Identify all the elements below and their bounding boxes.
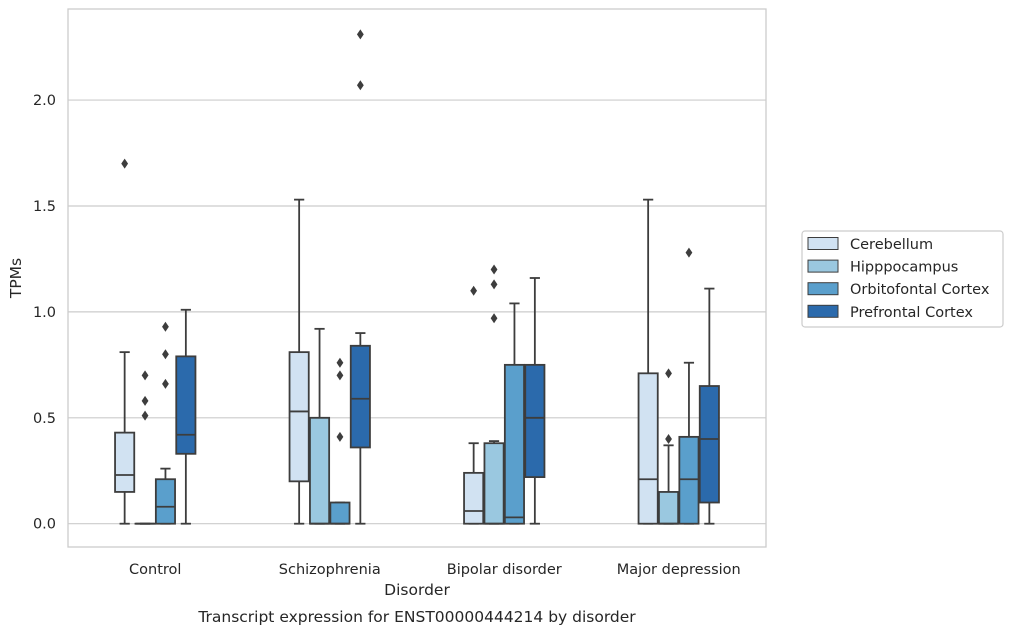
iqr-box	[329, 501, 351, 525]
iqr-box	[698, 385, 720, 504]
box-prefrontal-cortex	[524, 277, 546, 525]
outlier-point	[490, 313, 498, 324]
y-tick-label: 1.0	[33, 305, 56, 321]
box-hipppocampus	[658, 368, 680, 525]
legend-label: Prefrontal Cortex	[850, 305, 973, 321]
box-hipppocampus	[309, 327, 331, 525]
y-tick-label: 2.0	[33, 93, 56, 109]
iqr-box	[175, 355, 197, 455]
gridlines	[68, 99, 766, 525]
iqr-box	[463, 471, 485, 525]
box-cerebellum	[463, 285, 485, 525]
iqr-box	[637, 372, 659, 525]
legend-label: Cerebellum	[850, 237, 933, 253]
box-orbitofontal-cortex	[678, 247, 700, 525]
y-tick-labels: 0.0 0.5 1.0 1.5 2.0	[33, 93, 56, 533]
outlier-point	[336, 370, 344, 381]
legend-swatch	[807, 259, 839, 273]
legend-swatch	[807, 237, 839, 250]
outlier-point	[665, 368, 672, 379]
legend-frame	[801, 230, 1004, 328]
iqr-box	[114, 431, 136, 493]
outlier-point	[685, 247, 693, 258]
iqr-box	[503, 363, 525, 525]
box-prefrontal-cortex	[175, 308, 197, 525]
iqr-box	[524, 363, 546, 479]
outlier-point	[356, 29, 364, 40]
iqr-box	[309, 416, 331, 525]
y-tick-label: 0.0	[33, 517, 56, 533]
box-hipppocampus	[483, 264, 505, 525]
box-orbitofontal-cortex	[503, 302, 525, 525]
iqr-box	[349, 344, 371, 449]
box-groups	[114, 29, 720, 525]
legend-label: Hipppocampus	[850, 260, 958, 276]
x-tick-label: Control	[129, 562, 181, 578]
x-tick-label: Schizophrenia	[279, 562, 381, 578]
box-orbitofontal-cortex	[329, 357, 351, 525]
legend-label: Orbitofontal Cortex	[850, 282, 990, 298]
outlier-point	[162, 321, 169, 332]
box-hipppocampus	[134, 370, 156, 525]
outlier-point	[121, 158, 129, 169]
box-orbitofontal-cortex	[154, 321, 176, 525]
outlier-point	[356, 80, 364, 91]
outlier-point	[490, 264, 498, 275]
y-tick-label: 1.5	[33, 199, 56, 215]
legend: Cerebellum Hipppocampus Orbitofontal Corte…	[801, 230, 1004, 328]
y-axis-title: TPMs	[7, 258, 25, 299]
iqr-box	[288, 351, 310, 483]
x-tick-labels: Control Schizophrenia Bipolar disorder Majo…	[129, 562, 741, 578]
legend-swatch	[807, 304, 839, 318]
outlier-point	[141, 395, 149, 406]
iqr-box	[483, 442, 505, 525]
y-tick-label: 0.5	[33, 411, 56, 427]
outlier-point	[141, 410, 149, 421]
chart-caption: Transcript expression for ENST0000044421…	[197, 608, 636, 626]
iqr-box	[678, 435, 700, 525]
outlier-point	[665, 433, 672, 444]
box-cerebellum	[114, 158, 136, 525]
iqr-box	[658, 491, 680, 525]
box-prefrontal-cortex	[349, 29, 371, 525]
box-cerebellum	[637, 198, 659, 525]
outlier-point	[336, 357, 344, 368]
x-axis-title: Disorder	[384, 581, 450, 599]
plot-frame	[67, 8, 767, 548]
iqr-box	[154, 478, 176, 525]
outlier-point	[490, 279, 498, 290]
outlier-point	[162, 378, 169, 389]
x-tick-label: Bipolar disorder	[447, 562, 562, 578]
box-prefrontal-cortex	[698, 287, 720, 525]
outlier-point	[470, 285, 478, 296]
outlier-point	[141, 370, 149, 381]
outlier-point	[162, 349, 169, 360]
x-tick-label: Major depression	[617, 562, 741, 578]
outlier-point	[336, 431, 344, 442]
legend-swatch	[807, 282, 839, 296]
box-cerebellum	[288, 198, 310, 525]
